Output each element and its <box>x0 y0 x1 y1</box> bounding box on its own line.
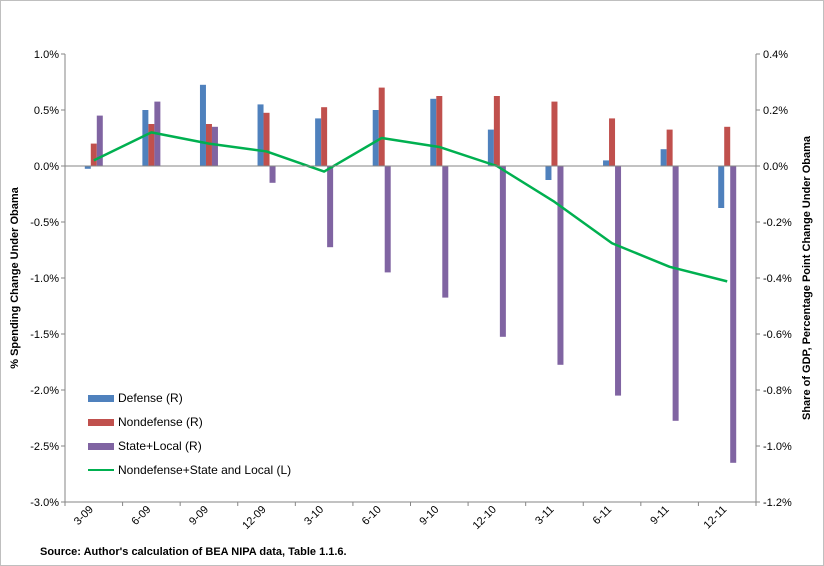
bar-defense-12-11 <box>718 166 725 208</box>
x-tick-label-12-11: 12-11 <box>702 504 730 532</box>
bar-state-local-12-09 <box>269 166 276 183</box>
left-tick-label: 0.0% <box>34 161 59 173</box>
legend-item-nondefense: Nondefense (R) <box>88 410 291 434</box>
bar-defense-3-11 <box>545 166 552 180</box>
legend-item-defense: Defense (R) <box>88 386 291 410</box>
bar-defense-12-09 <box>257 104 264 166</box>
bar-defense-9-09 <box>199 84 206 166</box>
bar-nondefense-12-09 <box>263 112 270 166</box>
left-tick-label: -2.0% <box>30 385 59 397</box>
bar-state-local-9-10 <box>442 166 449 298</box>
right-tick-label: -1.2% <box>763 497 792 509</box>
bar-nondefense-6-10 <box>378 87 385 166</box>
legend-swatch-state-local <box>88 442 114 450</box>
left-tick-label: -2.5% <box>30 441 59 453</box>
x-tick-label-6-09: 6-09 <box>129 504 153 528</box>
bar-defense-3-09 <box>84 166 91 169</box>
x-tick-label-9-11: 9-11 <box>648 504 671 527</box>
bar-state-local-3-10 <box>327 166 334 248</box>
source-note: Source: Author's calculation of BEA NIPA… <box>40 546 347 558</box>
legend-item-line: Nondefense+State and Local (L) <box>88 458 291 482</box>
right-tick-label: 0.4% <box>763 49 788 61</box>
legend-line-swatch <box>88 469 114 471</box>
bar-defense-9-11 <box>660 149 667 166</box>
right-tick-label: 0.2% <box>763 105 788 117</box>
bar-defense-9-10 <box>430 98 437 166</box>
right-tick-label: 0.0% <box>763 161 788 173</box>
legend-swatch-nondefense <box>88 418 114 426</box>
bar-state-local-3-11 <box>557 166 564 365</box>
bar-nondefense-3-09 <box>90 143 97 166</box>
legend-label-state-local: State+Local (R) <box>118 439 202 453</box>
left-tick-label: -3.0% <box>30 497 59 509</box>
right-tick-label: -0.8% <box>763 385 792 397</box>
left-axis-title: % Spending Change Under Obama <box>9 186 21 368</box>
legend-label-defense: Defense (R) <box>118 391 183 405</box>
bar-defense-12-10 <box>487 129 494 166</box>
bar-defense-6-10 <box>372 110 379 166</box>
bar-nondefense-9-11 <box>666 129 673 166</box>
line-nondefense-state-local <box>93 131 728 283</box>
legend-item-state-local: State+Local (R) <box>88 434 291 458</box>
x-tick-label-9-09: 9-09 <box>187 504 211 528</box>
right-tick-label: -1.0% <box>763 441 792 453</box>
right-tick-label: -0.4% <box>763 273 792 285</box>
x-tick-label-6-11: 6-11 <box>591 504 614 527</box>
bar-state-local-12-11 <box>730 166 737 463</box>
line-layer <box>93 131 728 283</box>
right-tick-label: -0.2% <box>763 217 792 229</box>
bar-nondefense-3-10 <box>321 107 328 166</box>
x-tick-label-3-09: 3-09 <box>72 504 96 528</box>
bar-nondefense-6-09 <box>148 124 155 166</box>
bar-state-local-6-10 <box>384 166 391 273</box>
left-tick-label: -0.5% <box>30 217 59 229</box>
bar-defense-6-11 <box>603 160 610 166</box>
bar-state-local-9-11 <box>672 166 679 421</box>
bar-nondefense-3-11 <box>551 101 558 166</box>
x-tick-label-6-10: 6-10 <box>360 504 384 528</box>
x-tick-label-3-10: 3-10 <box>302 504 326 528</box>
bar-nondefense-9-09 <box>205 124 212 166</box>
right-axis-title: Share of GDP, Percentage Point Change Un… <box>801 135 813 420</box>
bar-state-local-3-09 <box>96 115 103 166</box>
left-tick-label: -1.0% <box>30 273 59 285</box>
bar-state-local-9-09 <box>211 126 218 166</box>
legend: Defense (R) Nondefense (R) State+Local (… <box>88 386 291 482</box>
right-tick-label: -0.6% <box>763 329 792 341</box>
x-tick-label-9-10: 9-10 <box>417 504 441 528</box>
legend-swatch-defense <box>88 394 114 402</box>
x-tick-label-12-09: 12-09 <box>240 504 268 532</box>
bar-nondefense-6-11 <box>609 118 616 166</box>
bar-defense-3-10 <box>315 118 322 166</box>
bar-nondefense-12-11 <box>724 126 731 166</box>
bar-state-local-12-10 <box>499 166 506 337</box>
legend-label-line: Nondefense+State and Local (L) <box>118 463 292 477</box>
x-tick-label-12-10: 12-10 <box>471 504 499 532</box>
left-tick-label: 1.0% <box>34 49 59 61</box>
x-tick-label-3-11: 3-11 <box>533 504 556 527</box>
bar-state-local-6-11 <box>615 166 622 396</box>
legend-label-nondefense: Nondefense (R) <box>118 415 203 429</box>
left-tick-label: -1.5% <box>30 329 59 341</box>
bar-nondefense-12-10 <box>493 96 500 166</box>
left-tick-label: 0.5% <box>34 105 59 117</box>
bar-nondefense-9-10 <box>436 96 443 166</box>
bar-defense-6-09 <box>142 110 149 166</box>
